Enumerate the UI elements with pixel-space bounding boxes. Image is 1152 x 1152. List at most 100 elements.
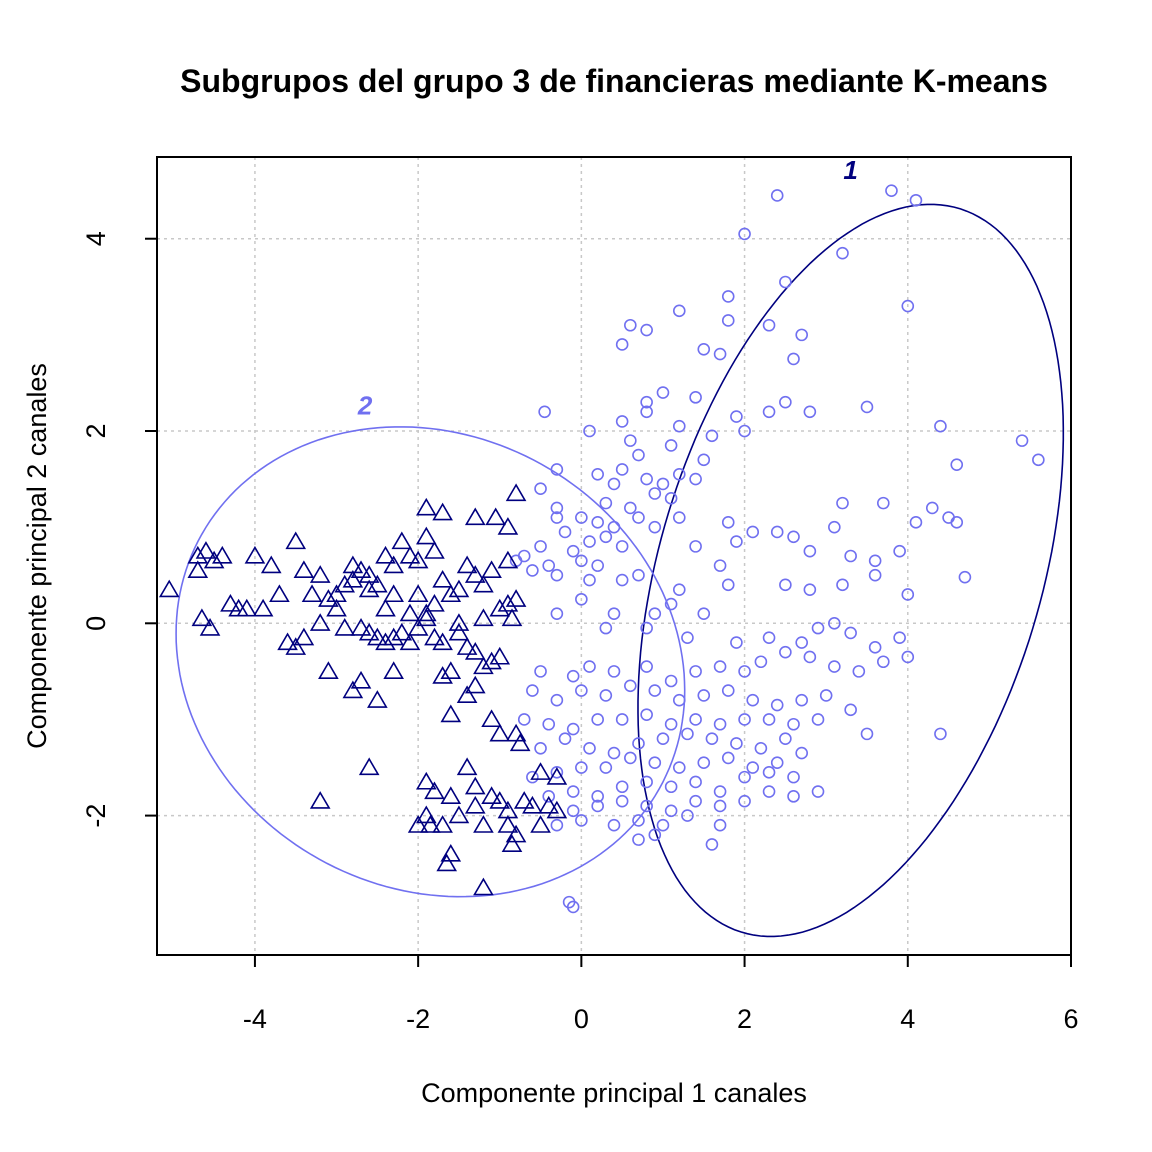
data-point-circle [721, 684, 735, 697]
data-point-triangle [464, 565, 486, 583]
data-point-circle [615, 713, 629, 726]
data-point-circle [656, 477, 670, 491]
data-point-triangle [342, 680, 364, 699]
data-point-circle [770, 698, 784, 712]
y-axis-label: Componente principal 2 canales [22, 363, 52, 749]
data-point-circle [648, 520, 662, 534]
data-point-circle [713, 347, 727, 361]
data-point-circle [607, 607, 621, 620]
x-tick-label: 4 [900, 1004, 915, 1034]
data-point-triangle [473, 656, 494, 675]
data-point-circle [901, 588, 915, 601]
data-point-circle [591, 559, 604, 572]
data-point-circle [721, 290, 735, 303]
data-point-circle [754, 655, 768, 669]
data-point-triangle [489, 646, 511, 665]
data-point-circle [836, 246, 849, 260]
data-point-circle [656, 732, 670, 745]
data-point-circle [599, 530, 613, 544]
data-point-circle [672, 761, 686, 774]
data-point-circle [591, 516, 604, 529]
data-point-circle [730, 535, 743, 548]
data-point-triangle [432, 502, 453, 521]
data-point-circle [738, 227, 751, 241]
data-point-circle [762, 785, 776, 798]
data-point-circle [746, 761, 760, 774]
data-point-triangle [448, 622, 470, 641]
data-point-circle [689, 391, 702, 404]
data-point-circle [868, 554, 882, 568]
data-point-circle [583, 741, 596, 755]
data-point-triangle [358, 579, 380, 598]
cluster-ellipse-2 [175, 426, 686, 898]
data-point-circle [762, 713, 776, 726]
data-point-circle [672, 511, 686, 524]
data-point-circle [615, 338, 629, 351]
data-point-triangle [432, 815, 453, 833]
data-point-triangle [367, 627, 388, 646]
data-point-circle [844, 549, 857, 563]
data-point-circle [950, 458, 964, 471]
data-point-triangle [424, 593, 445, 612]
data-point-circle [558, 732, 572, 745]
data-point-circle [664, 492, 678, 505]
data-point-circle [721, 751, 735, 765]
data-point-circle [624, 679, 637, 693]
data-point-circle [632, 737, 645, 750]
data-point-circle [664, 717, 678, 731]
data-point-circle [672, 467, 686, 481]
data-point-circle [934, 727, 947, 741]
data-point-circle [672, 693, 686, 707]
x-tick-label: -2 [406, 1004, 430, 1034]
data-point-circle [615, 415, 629, 428]
data-point-circle [640, 323, 653, 337]
data-point-triangle [464, 795, 486, 814]
cluster-label-2: 2 [357, 391, 373, 421]
data-point-circle [640, 660, 653, 673]
data-point-triangle [513, 791, 535, 809]
data-point-circle [795, 746, 808, 760]
data-point-circle [746, 693, 760, 707]
data-point-circle [526, 684, 539, 697]
data-point-circle [770, 189, 784, 202]
cluster-label-1: 1 [843, 155, 857, 185]
data-point-circle [697, 342, 711, 356]
x-axis-label: Componente principal 1 canales [421, 1078, 807, 1108]
data-point-circle [550, 607, 564, 620]
data-point-triangle [220, 593, 241, 612]
data-point-circle [615, 794, 629, 808]
data-point-circle [664, 439, 678, 452]
data-point-circle [762, 631, 776, 645]
data-point-triangle [440, 704, 462, 723]
data-point-triangle [187, 560, 209, 579]
data-point-triangle [481, 786, 502, 804]
data-point-circle [852, 665, 866, 678]
data-point-triangle [399, 632, 421, 651]
data-point-triangle [309, 791, 331, 809]
data-point-triangle [464, 642, 486, 660]
data-point-triangle [481, 651, 502, 670]
data-point-triangle [415, 608, 437, 627]
data-point-circle [648, 487, 662, 500]
data-point-triangle [530, 762, 551, 780]
data-point-triangle [473, 574, 494, 593]
data-point-triangle [277, 632, 298, 651]
data-point-circle [893, 631, 906, 645]
data-point-circle [795, 328, 808, 342]
data-point-circle [583, 424, 596, 438]
data-point-circle [762, 405, 776, 419]
data-point-triangle [497, 593, 519, 612]
data-point-circle [721, 314, 735, 327]
data-point-triangle [301, 584, 323, 603]
data-point-triangle [497, 517, 519, 535]
data-point-circle [713, 660, 727, 673]
data-point-circle [1015, 434, 1029, 447]
data-point-triangle [285, 637, 307, 655]
x-tick-label: 0 [574, 1004, 589, 1034]
data-point-triangle [522, 795, 543, 814]
data-point-triangle [407, 618, 429, 636]
data-point-triangle [432, 569, 453, 588]
data-point-triangle [199, 618, 221, 636]
cluster-ellipses: 12 [175, 155, 1065, 938]
data-point-triangle [538, 795, 560, 814]
